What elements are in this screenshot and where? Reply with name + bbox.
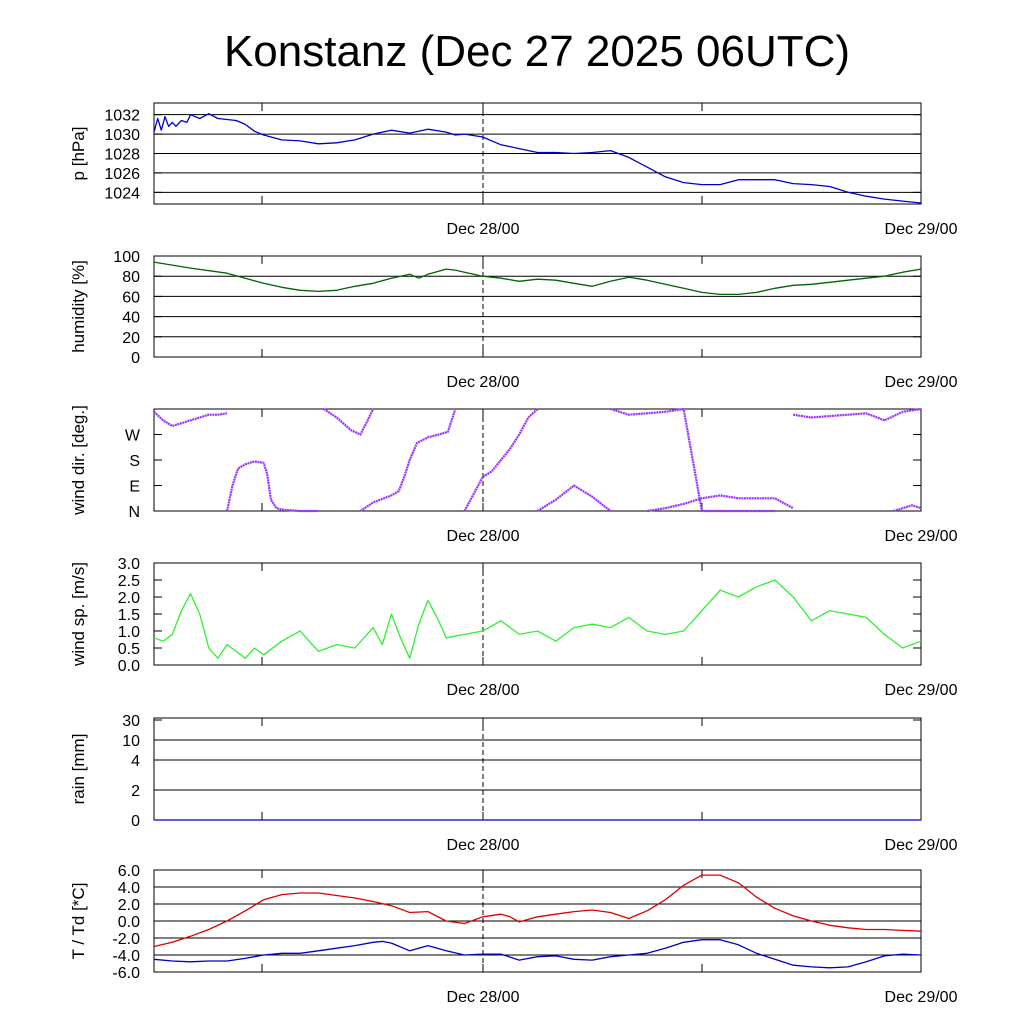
humidity-axis-label: humidity [%] bbox=[69, 260, 88, 353]
temperature-series-Td bbox=[153, 939, 922, 969]
pressure-series-p bbox=[153, 113, 922, 204]
x-tick-label: Dec 29/00 bbox=[885, 374, 958, 391]
x-tick-label: Dec 28/00 bbox=[447, 374, 520, 391]
x-tick-label: Dec 29/00 bbox=[885, 682, 958, 699]
pressure-axis-label: p [hPa] bbox=[69, 127, 88, 181]
y-tick-label: W bbox=[125, 428, 141, 445]
wind_direction-series-seg8 bbox=[646, 494, 794, 513]
y-tick-label: 1032 bbox=[104, 108, 140, 125]
x-tick-label: Dec 28/00 bbox=[447, 528, 520, 545]
y-tick-label: 1030 bbox=[104, 127, 140, 144]
x-tick-label: Dec 28/00 bbox=[447, 837, 520, 854]
wind_direction-series-seg7 bbox=[610, 407, 775, 513]
y-tick-label: 2 bbox=[131, 783, 140, 800]
y-tick-label: -4.0 bbox=[112, 948, 140, 965]
temperature-series-T bbox=[153, 874, 922, 948]
humidity-series-humidity bbox=[153, 261, 922, 296]
wind_direction-series-seg2 bbox=[225, 460, 319, 513]
y-tick-label: 80 bbox=[122, 269, 140, 286]
y-tick-label: 10 bbox=[122, 733, 140, 750]
x-tick-label: Dec 28/00 bbox=[447, 221, 520, 238]
wind_direction-frame bbox=[153, 408, 922, 512]
rain-frame bbox=[153, 717, 922, 821]
x-tick-label: Dec 28/00 bbox=[447, 989, 520, 1006]
y-tick-label: 40 bbox=[122, 310, 140, 327]
wind_speed-axis-label: wind sp. [m/s] bbox=[69, 562, 88, 667]
y-tick-label: 0.5 bbox=[118, 641, 140, 658]
wind_speed-panel: 0.00.51.01.52.02.53.0 wind sp. [m/s] Dec 2… bbox=[69, 556, 958, 699]
y-tick-label: -6.0 bbox=[112, 965, 140, 982]
wind_direction-series-seg1 bbox=[153, 410, 228, 428]
rain-panel: 0 2 4 10 30 rain [mm] Dec 28/00 Dec 29/00 bbox=[69, 713, 958, 854]
y-tick-label: 0.0 bbox=[118, 914, 140, 931]
y-tick-label: 1.0 bbox=[118, 624, 140, 641]
chart-title: Konstanz (Dec 27 2025 06UTC) bbox=[224, 27, 850, 76]
x-tick-label: Dec 29/00 bbox=[885, 528, 958, 545]
wind_direction-series-seg5 bbox=[463, 408, 539, 512]
y-tick-label: 2.0 bbox=[118, 897, 140, 914]
wind_direction-axis-label: wind dir. [deg.] bbox=[69, 405, 88, 516]
y-tick-label: 1028 bbox=[104, 147, 140, 164]
y-tick-label: 20 bbox=[122, 330, 140, 347]
y-tick-label: 4.0 bbox=[118, 880, 140, 897]
wind_direction-series-seg4 bbox=[359, 408, 457, 512]
x-tick-label: Dec 29/00 bbox=[885, 989, 958, 1006]
y-tick-label: E bbox=[129, 479, 140, 496]
x-tick-label: Dec 28/00 bbox=[447, 682, 520, 699]
x-tick-label: Dec 29/00 bbox=[885, 837, 958, 854]
temperature-axis-label: T / Td [*C] bbox=[69, 883, 88, 960]
pressure-panel: 1024 1026 1028 1030 1032 p [hPa] Dec 28/00 Dec … bbox=[69, 102, 958, 238]
wind_direction-series-seg6 bbox=[536, 484, 612, 512]
wind_speed-series-wind-speed bbox=[153, 579, 922, 659]
temperature-panel: -6.0-4.0-2.00.02.04.06.0 T / Td [*C] Dec 2… bbox=[69, 863, 958, 1006]
x-tick-label: Dec 29/00 bbox=[885, 221, 958, 238]
humidity-panel: 0 20 40 60 80 100 humidity [%] Dec 28/00 Dec 29/… bbox=[69, 249, 958, 391]
humidity-frame bbox=[153, 255, 922, 358]
y-tick-label: 1.5 bbox=[118, 607, 140, 624]
y-tick-label: N bbox=[128, 504, 140, 521]
wind_direction-series-seg3 bbox=[323, 408, 375, 436]
y-tick-label: 1024 bbox=[104, 185, 140, 202]
wind_direction-series-seg10 bbox=[893, 504, 922, 513]
y-tick-label: 60 bbox=[122, 289, 140, 306]
y-tick-label: 6.0 bbox=[118, 863, 140, 880]
wind_direction-series-seg9 bbox=[793, 407, 922, 422]
y-tick-label: -2.0 bbox=[112, 931, 140, 948]
y-tick-label: 30 bbox=[122, 713, 140, 730]
y-tick-label: 3.0 bbox=[118, 556, 140, 573]
y-tick-label: 4 bbox=[131, 753, 140, 770]
rain-axis-label: rain [mm] bbox=[69, 734, 88, 805]
y-tick-label: S bbox=[129, 453, 140, 470]
y-tick-label: 2.5 bbox=[118, 573, 140, 590]
y-tick-label: 2.0 bbox=[118, 590, 140, 607]
y-tick-label: 100 bbox=[113, 249, 140, 266]
y-tick-label: 0 bbox=[131, 350, 140, 367]
y-tick-label: 0 bbox=[131, 813, 140, 830]
y-tick-label: 1026 bbox=[104, 166, 140, 183]
y-tick-label: 0.0 bbox=[118, 658, 140, 675]
